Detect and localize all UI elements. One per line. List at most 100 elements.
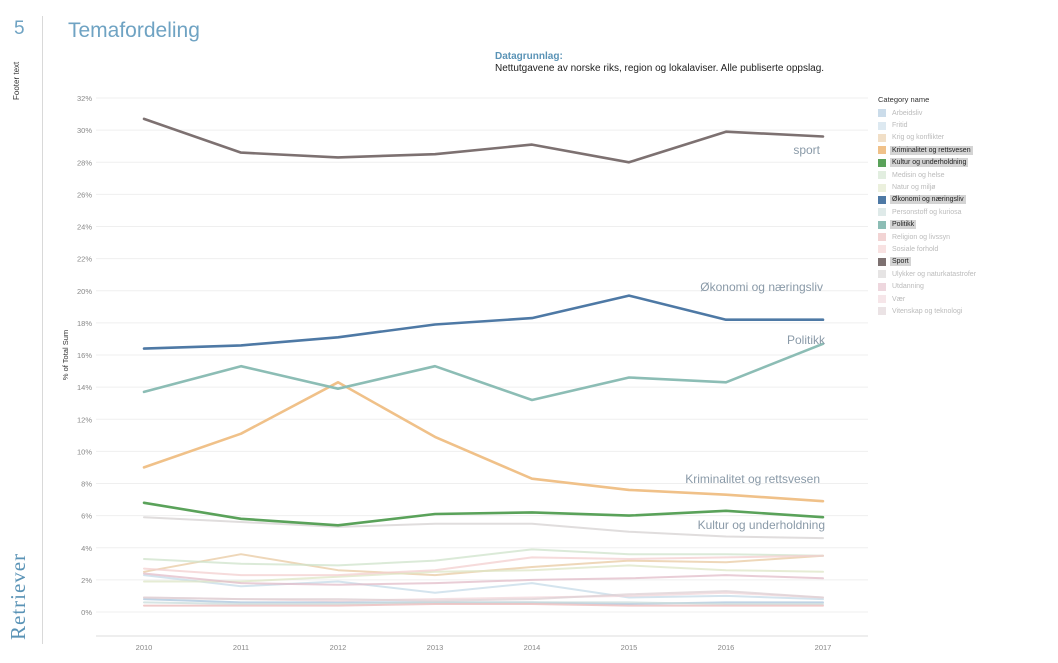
legend-item-sosiale-forhold[interactable]: Sosiale forhold xyxy=(878,243,978,255)
legend-label: Arbeidsliv xyxy=(892,109,923,117)
legend-label: Religion og livssyn xyxy=(892,233,950,241)
legend-label: Fritid xyxy=(892,122,908,130)
page-title: Temafordeling xyxy=(68,19,200,42)
series-line-fritid xyxy=(143,574,824,601)
legend-swatch xyxy=(878,245,886,254)
y-tick-label: 4% xyxy=(81,544,92,553)
legend-swatch xyxy=(878,295,886,304)
y-tick-label: 24% xyxy=(77,223,92,232)
series-line-vitenskap-og-teknologi xyxy=(143,590,824,602)
annotation-kultur-og-underholdning: Kultur og underholdning xyxy=(698,518,825,532)
legend-label: Medisin og helse xyxy=(892,171,945,179)
legend-item-ulykker-og-naturkatastrofer[interactable]: Ulykker og naturkatastrofer xyxy=(878,268,978,280)
legend-item-okonomi-og-naeringsliv[interactable]: Økonomi og næringsliv xyxy=(878,194,978,206)
series-line-okonomi-og-naeringsliv xyxy=(142,294,825,350)
legend-swatch xyxy=(878,282,886,291)
y-tick-label: 14% xyxy=(77,383,92,392)
series-line-sosiale-forhold xyxy=(143,554,824,577)
legend-swatch xyxy=(878,270,886,279)
annotation-sport: sport xyxy=(793,143,820,157)
legend-label: Kultur og underholdning xyxy=(890,158,969,168)
legend-swatch xyxy=(878,233,886,242)
legend-label: Sosiale forhold xyxy=(892,245,939,253)
legend-item-politikk[interactable]: Politikk xyxy=(878,219,978,231)
legend-label: Natur og miljø xyxy=(892,184,936,192)
legend-item-sport[interactable]: Sport xyxy=(878,256,978,268)
x-tick-label: 2011 xyxy=(233,643,249,652)
legend-label: Utdanning xyxy=(892,283,924,291)
x-tick-label: 2016 xyxy=(718,643,735,652)
x-tick-label: 2013 xyxy=(427,643,444,652)
legend-label: Sport xyxy=(890,257,911,267)
legend-label: Politikk xyxy=(890,220,917,230)
series-line-utdanning xyxy=(143,572,824,586)
annotation-kriminalitet-og-rettsvesen: Kriminalitet og rettsvesen xyxy=(685,472,820,486)
series-line-sport xyxy=(142,117,825,164)
legend-item-natur-og-miljo[interactable]: Natur og miljø xyxy=(878,181,978,193)
legend-item-kultur-og-underholdning[interactable]: Kultur og underholdning xyxy=(878,157,978,169)
legend-swatch xyxy=(878,220,886,229)
legend-swatch xyxy=(878,257,886,266)
series-line-personstoff-og-kuriosa xyxy=(143,601,824,605)
x-tick-label: 2014 xyxy=(524,643,541,652)
legend-item-fritid[interactable]: Fritid xyxy=(878,119,978,131)
annotation-politikk: Politikk xyxy=(787,333,826,347)
legend-swatch xyxy=(878,183,886,192)
legend-item-arbeidsliv[interactable]: Arbeidsliv xyxy=(878,107,978,119)
legend-label: Kriminalitet og rettsvesen xyxy=(890,145,973,155)
y-tick-label: 22% xyxy=(77,255,92,264)
data-basis-label: Datagrunnlag: xyxy=(495,51,563,62)
y-tick-label: 20% xyxy=(77,287,92,296)
y-tick-label: 10% xyxy=(77,447,92,456)
y-tick-label: 2% xyxy=(81,576,92,585)
legend-label: Økonomi og næringsliv xyxy=(890,195,966,205)
x-tick-label: 2012 xyxy=(330,643,347,652)
y-tick-label: 18% xyxy=(77,319,92,328)
legend-title: Category name xyxy=(878,95,930,104)
legend-swatch xyxy=(878,208,886,217)
legend-label: Vær xyxy=(892,295,906,303)
x-tick-label: 2010 xyxy=(136,643,153,652)
series-line-medisin-og-helse xyxy=(143,548,824,567)
x-tick-label: 2015 xyxy=(621,643,638,652)
left-divider xyxy=(42,16,43,644)
series-line-kriminalitet-og-rettsvesen xyxy=(142,380,825,503)
legend-item-kriminalitet-og-rettsvesen[interactable]: Kriminalitet og rettsvesen xyxy=(878,144,978,156)
legend-item-vitenskap-og-teknologi[interactable]: Vitenskap og teknologi xyxy=(878,305,978,317)
legend-swatch xyxy=(878,133,886,142)
y-tick-label: 26% xyxy=(77,190,92,199)
legend-item-vaer[interactable]: Vær xyxy=(878,293,978,305)
series-line-religion-og-livssyn xyxy=(143,603,824,607)
legend-item-religion-og-livssyn[interactable]: Religion og livssyn xyxy=(878,231,978,243)
legend-swatch xyxy=(878,195,886,204)
legend-item-krig-og-konflikter[interactable]: Krig og konflikter xyxy=(878,132,978,144)
y-tick-label: 16% xyxy=(77,351,92,360)
legend-item-utdanning[interactable]: Utdanning xyxy=(878,280,978,292)
y-axis-label: % of Total Sum xyxy=(61,330,70,380)
legend-swatch xyxy=(878,146,886,155)
y-tick-label: 12% xyxy=(77,415,92,424)
legend: Category name Arbeidsliv Fritid Krig og ko… xyxy=(878,95,978,318)
legend-item-personstoff-og-kuriosa[interactable]: Personstoff og kuriosa xyxy=(878,206,978,218)
legend-swatch xyxy=(878,307,886,316)
legend-swatch xyxy=(878,121,886,130)
y-tick-label: 0% xyxy=(81,608,92,617)
legend-swatch xyxy=(878,109,886,118)
series-line-kultur-og-underholdning xyxy=(142,501,825,527)
y-tick-label: 30% xyxy=(77,126,92,135)
series-line-ulykker-og-naturkatastrofer xyxy=(143,516,824,540)
legend-item-medisin-og-helse[interactable]: Medisin og helse xyxy=(878,169,978,181)
legend-label: Vitenskap og teknologi xyxy=(892,307,963,315)
y-tick-label: 32% xyxy=(77,94,92,103)
slide-number: 5 xyxy=(14,18,25,39)
legend-swatch xyxy=(878,158,886,167)
legend-swatch xyxy=(878,171,886,180)
series-line-politikk xyxy=(142,342,825,402)
legend-label: Personstoff og kuriosa xyxy=(892,208,962,216)
y-tick-label: 28% xyxy=(77,158,92,167)
y-tick-label: 8% xyxy=(81,480,92,489)
data-basis-text: Nettutgavene av norske riks, region og l… xyxy=(495,63,825,74)
annotation-okonomi-og-naeringsliv: Økonomi og næringsliv xyxy=(700,280,823,294)
legend-label: Krig og konflikter xyxy=(892,134,945,142)
